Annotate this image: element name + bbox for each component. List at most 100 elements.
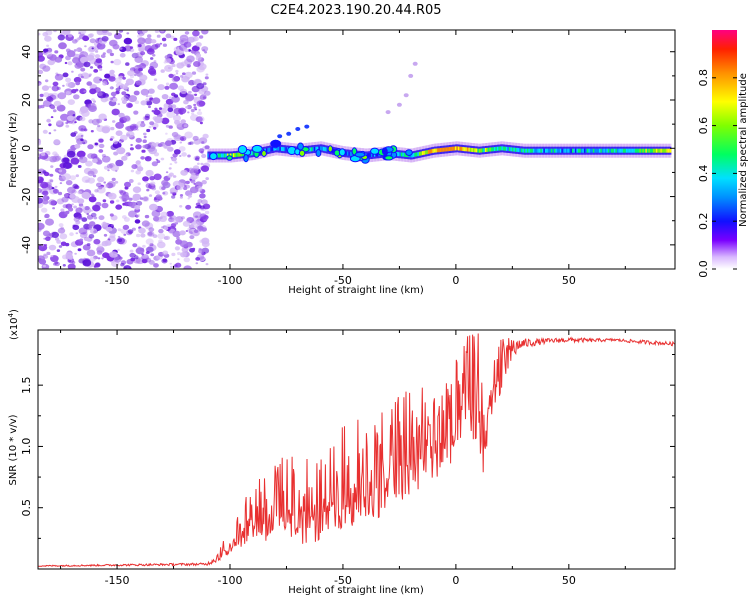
noise-speckle: [193, 106, 197, 109]
noise-speckle: [179, 155, 182, 157]
noise-speckle: [148, 227, 155, 232]
noise-speckle: [109, 52, 114, 57]
spectrogram-panel: -150 -100 -50 0 50 -40 -20 0 20 40 Height of stra…: [8, 29, 676, 296]
noise-speckle: [128, 179, 134, 183]
noise-speckle: [202, 96, 206, 99]
noise-speckle: [149, 70, 157, 76]
signal-core: [579, 148, 582, 153]
noise-speckle: [142, 244, 146, 248]
noise-speckle: [196, 83, 205, 90]
noise-speckle: [44, 35, 52, 42]
noise-speckle: [43, 92, 50, 98]
signal-core: [411, 153, 414, 158]
noise-speckle: [71, 196, 80, 203]
noise-speckle: [158, 107, 163, 110]
noise-speckle: [129, 252, 136, 258]
noise-speckle: [93, 230, 97, 234]
signal-core: [510, 147, 513, 152]
noise-speckle: [93, 238, 101, 245]
noise-speckle: [38, 139, 42, 144]
noise-speckle: [98, 143, 105, 149]
noise-speckle: [173, 134, 183, 142]
noise-speckle: [120, 263, 125, 267]
spectrogram-xlabel: Height of straight line (km): [288, 285, 424, 296]
noise-speckle: [46, 251, 51, 256]
noise-speckle: [168, 172, 174, 177]
noise-speckle: [40, 152, 46, 156]
signal-core: [567, 148, 570, 153]
noise-speckle: [144, 37, 153, 44]
noise-speckle: [183, 265, 192, 269]
noise-speckle: [138, 67, 143, 72]
x-tick-label: -100: [218, 274, 243, 287]
noise-speckle: [44, 213, 50, 219]
signal-core: [534, 148, 537, 153]
noise-speckle: [96, 30, 102, 34]
noise-speckle: [188, 229, 196, 235]
noise-speckle: [187, 111, 190, 114]
noise-speckle: [109, 200, 115, 204]
noise-speckle: [134, 100, 140, 104]
signal-core: [444, 147, 447, 152]
noise-speckle: [76, 150, 86, 158]
signal-core: [483, 148, 486, 153]
noise-speckle: [169, 216, 173, 219]
signal-core: [595, 148, 598, 153]
noise-speckle: [176, 184, 184, 191]
noise-speckle: [65, 91, 71, 95]
signal-core: [507, 147, 510, 151]
noise-speckle: [180, 75, 184, 78]
signal-core: [594, 148, 597, 153]
noise-speckle: [87, 102, 97, 111]
noise-speckle: [74, 121, 77, 124]
signal-core: [346, 151, 349, 156]
noise-speckle: [121, 155, 128, 161]
noise-speckle: [171, 252, 176, 257]
noise-speckle: [169, 96, 172, 99]
signal-blob: [315, 149, 322, 157]
noise-speckle: [186, 241, 193, 247]
signal-core: [621, 148, 624, 153]
noise-speckle: [122, 202, 126, 206]
signal-core: [423, 150, 426, 155]
noise-speckle: [81, 217, 88, 222]
noise-speckle: [185, 230, 189, 232]
noise-speckle: [179, 230, 186, 236]
noise-speckle: [91, 204, 100, 211]
noise-speckle: [205, 263, 209, 266]
noise-speckle: [130, 169, 135, 173]
noise-speckle: [50, 116, 54, 119]
signal-core: [433, 148, 436, 153]
noise-speckle: [123, 115, 131, 122]
noise-speckle: [123, 265, 132, 269]
signal-core: [450, 146, 453, 151]
noise-speckle: [191, 112, 195, 115]
noise-speckle: [183, 100, 189, 105]
signal-core: [462, 147, 465, 151]
noise-speckle: [183, 75, 189, 80]
signal-core: [396, 152, 399, 156]
noise-speckle: [152, 97, 161, 104]
noise-speckle: [42, 32, 49, 37]
signal-core: [480, 148, 483, 153]
noise-speckle: [87, 33, 93, 39]
signal-core: [514, 147, 517, 152]
snr-scale-exponent: 4: [7, 312, 15, 317]
noise-speckle: [93, 76, 102, 84]
noise-speckle: [156, 160, 161, 164]
noise-speckle: [58, 169, 63, 173]
noise-speckle: [64, 211, 69, 215]
noise-speckle: [124, 186, 129, 190]
signal-core: [540, 148, 543, 153]
noise-speckle: [155, 158, 159, 161]
noise-speckle: [153, 152, 160, 157]
noise-speckle: [69, 232, 74, 237]
noise-speckle: [113, 256, 122, 263]
noise-speckle: [101, 154, 106, 158]
noise-speckle: [136, 120, 145, 128]
noise-speckle: [101, 202, 109, 209]
noise-speckle: [173, 37, 178, 42]
snr-scale-note: (x104): [7, 309, 20, 340]
signal-core: [651, 148, 654, 153]
noise-speckle: [152, 216, 160, 222]
